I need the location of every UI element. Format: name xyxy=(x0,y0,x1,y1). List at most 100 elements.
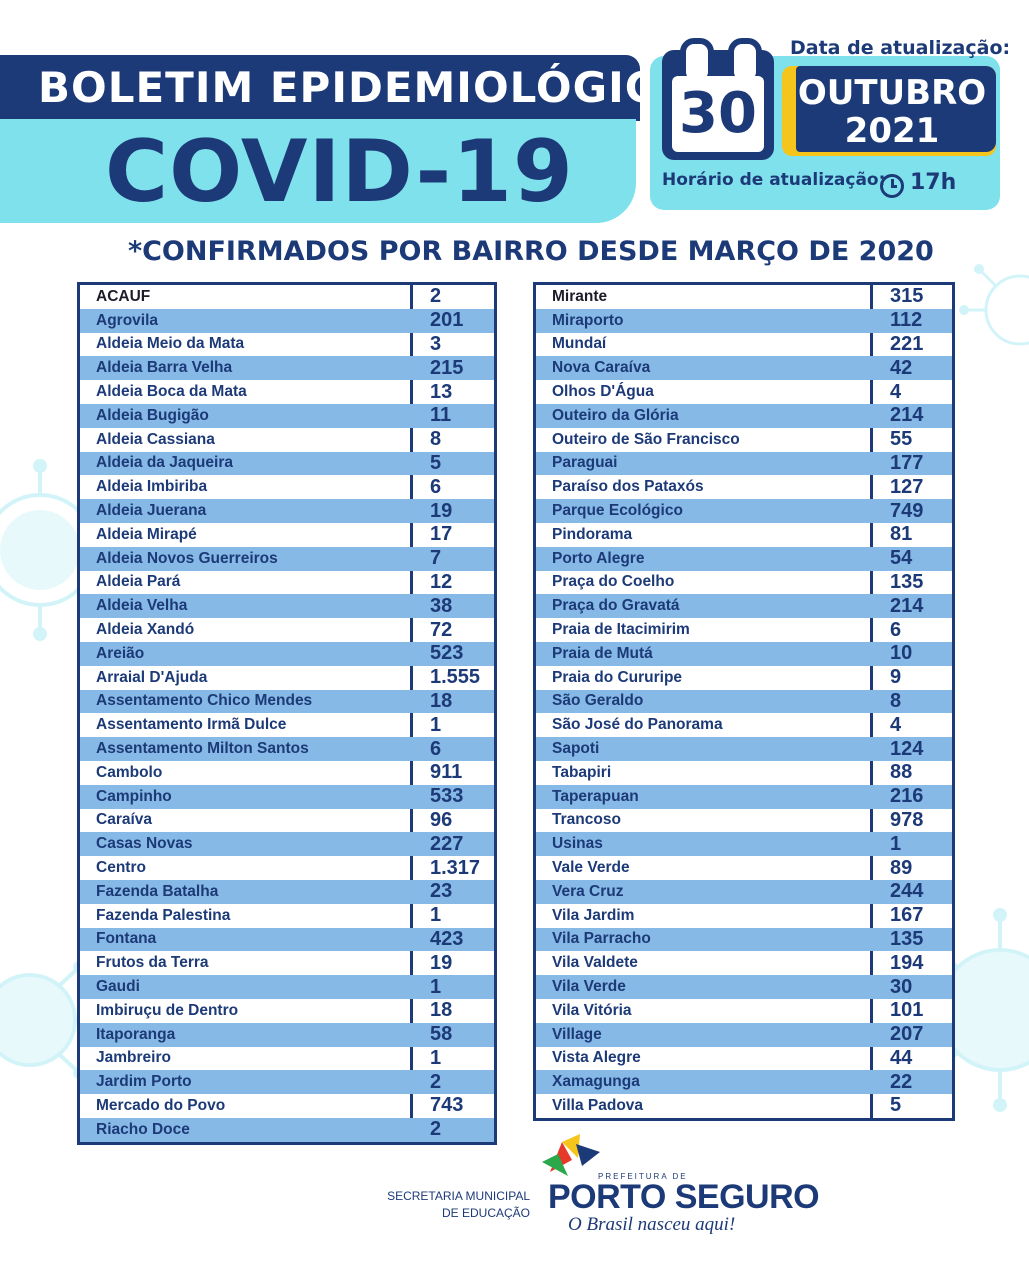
section-subtitle: *CONFIRMADOS POR BAIRRO DESDE MARÇO DE 2… xyxy=(128,236,934,267)
header-title: BOLETIM EPIDEMIOLÓGICO xyxy=(38,63,694,112)
neighborhood-name: Aldeia Velha xyxy=(96,597,188,615)
neighborhood-name: Aldeia Barra Velha xyxy=(96,359,233,377)
table-row: Usinas 1 xyxy=(536,832,952,857)
table-row: Taperapuan 216 xyxy=(536,784,952,809)
table-row: Mercado do Povo 743 xyxy=(80,1094,494,1118)
neighborhood-name: Jardim Porto xyxy=(96,1073,192,1091)
table-row: Pindorama 81 xyxy=(536,523,952,547)
table-row: Praia de Itacimirim 6 xyxy=(536,618,952,642)
table-row: Trancoso 978 xyxy=(536,809,952,833)
update-month-year: OUTUBRO 2021 xyxy=(796,74,988,150)
neighborhood-name: Nova Caraíva xyxy=(552,359,651,377)
table-row: Aldeia Barra Velha 215 xyxy=(80,356,494,381)
case-count: 523 xyxy=(430,642,464,665)
neighborhood-name: ACAUF xyxy=(96,287,151,305)
case-count: 8 xyxy=(430,428,442,451)
case-count: 9 xyxy=(890,666,902,689)
table-row: Aldeia da Jaqueira 5 xyxy=(80,451,494,476)
table-row: Casas Novas 227 xyxy=(80,832,494,857)
table-row: Itaporanga 58 xyxy=(80,1022,494,1047)
case-count: 96 xyxy=(430,808,453,831)
case-count: 6 xyxy=(430,475,442,498)
neighborhood-name: Vila Valdete xyxy=(552,954,638,972)
neighborhood-name: Outeiro da Glória xyxy=(552,406,679,424)
case-count: 5 xyxy=(890,1094,902,1117)
case-count: 423 xyxy=(430,927,464,950)
neighborhood-name: Assentamento Milton Santos xyxy=(96,740,309,758)
neighborhood-name: Cambolo xyxy=(96,763,163,781)
table-row: Paraguai 177 xyxy=(536,451,952,476)
case-count: 89 xyxy=(890,856,913,879)
case-count: 1 xyxy=(430,1046,442,1069)
table-row: Outeiro de São Francisco 55 xyxy=(536,428,952,452)
table-row: Aldeia Juerana 19 xyxy=(80,499,494,523)
table-row: Jambreiro 1 xyxy=(80,1047,494,1071)
table-row: Mundaí 221 xyxy=(536,333,952,357)
neighborhood-name: Praça do Gravatá xyxy=(552,597,680,615)
case-count: 227 xyxy=(430,832,464,855)
case-count: 244 xyxy=(890,880,924,903)
neighborhood-name: Jambreiro xyxy=(96,1049,171,1067)
table-row: Miraporto 112 xyxy=(536,308,952,333)
table-row: Vila Valdete 194 xyxy=(536,951,952,975)
case-count: 12 xyxy=(430,570,453,593)
neighborhood-name: São José do Panorama xyxy=(552,716,723,734)
case-count: 101 xyxy=(890,999,924,1022)
neighborhood-name: Casas Novas xyxy=(96,835,193,853)
table-row: Vista Alegre 44 xyxy=(536,1047,952,1071)
table-row: Assentamento Chico Mendes 18 xyxy=(80,689,494,714)
neighborhood-name: Fontana xyxy=(96,930,157,948)
neighborhood-name: Aldeia Meio da Mata xyxy=(96,335,245,353)
case-count: 2 xyxy=(430,285,442,308)
neighborhood-name: Gaudi xyxy=(96,978,140,995)
neighborhood-name: Praia do Cururipe xyxy=(552,668,683,686)
calendar-page xyxy=(672,76,764,152)
case-count: 72 xyxy=(430,618,453,641)
porto-seguro-logo-icon xyxy=(542,1134,600,1176)
neighborhood-name: Porto Alegre xyxy=(552,549,645,567)
table-row: Assentamento Irmã Dulce 1 xyxy=(80,713,494,737)
case-count: 743 xyxy=(430,1094,464,1117)
table-row: Aldeia Meio da Mata 3 xyxy=(80,333,494,357)
table-row: Campinho 533 xyxy=(80,784,494,809)
table-row: Mirante 315 xyxy=(536,285,952,309)
neighborhood-name: Praia de Mutá xyxy=(552,644,653,662)
case-count: 749 xyxy=(890,499,924,522)
case-count: 167 xyxy=(890,904,924,927)
case-count: 5 xyxy=(430,451,442,474)
case-count: 81 xyxy=(890,523,913,546)
neighborhood-name: Vera Cruz xyxy=(552,882,624,900)
case-count: 3 xyxy=(430,332,442,355)
neighborhood-name: Mundaí xyxy=(552,335,607,353)
case-count: 23 xyxy=(430,880,453,903)
neighborhood-name: Vista Alegre xyxy=(552,1049,641,1067)
neighborhood-name: Aldeia Juerana xyxy=(96,502,207,520)
case-count: 7 xyxy=(430,547,442,570)
table-row: Praça do Gravatá 214 xyxy=(536,594,952,619)
table-row: Gaudi 1 xyxy=(80,975,494,999)
neighborhood-name: Aldeia Xandó xyxy=(96,621,195,639)
table-row: Tabapiri 88 xyxy=(536,761,952,785)
table-row: Fazenda Batalha 23 xyxy=(80,879,494,904)
case-count: 1 xyxy=(890,832,902,855)
table-row: Praça do Coelho 135 xyxy=(536,571,952,595)
neighborhood-name: Villa Padova xyxy=(552,1096,644,1114)
table-row: Imbiruçu de Dentro 18 xyxy=(80,999,494,1023)
table-row: Parque Ecológico 749 xyxy=(536,499,952,523)
case-count: 44 xyxy=(890,1046,913,1069)
case-count: 4 xyxy=(890,380,902,403)
neighborhood-name: Trancoso xyxy=(552,811,621,829)
table-row: Nova Caraíva 42 xyxy=(536,356,952,381)
neighborhood-name: Sapoti xyxy=(552,740,600,758)
case-count: 2 xyxy=(430,1118,442,1141)
case-count: 38 xyxy=(430,594,453,617)
case-count: 17 xyxy=(430,523,453,546)
neighborhood-name: Centro xyxy=(96,859,146,877)
neighborhood-name: Aldeia Mirapé xyxy=(96,525,197,543)
case-count: 42 xyxy=(890,356,913,379)
neighborhood-name: Village xyxy=(552,1025,602,1043)
neighborhood-name: Parque Ecológico xyxy=(552,502,683,520)
table-row: Xamagunga 22 xyxy=(536,1070,952,1095)
table-divider xyxy=(410,285,413,1142)
update-day: 30 xyxy=(679,81,757,146)
